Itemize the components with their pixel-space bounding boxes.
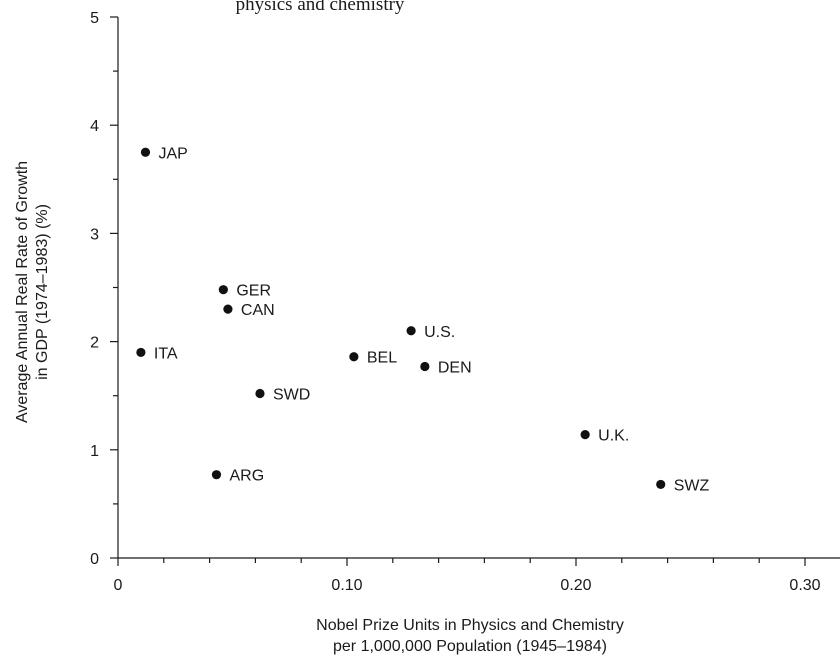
- y-tick-label: 4: [90, 118, 99, 135]
- x-tick-label: 0.10: [331, 577, 362, 594]
- y-tick-label: 0: [90, 551, 99, 568]
- y-axis-title-line-1: Average Annual Real Rate of Growth: [14, 161, 31, 423]
- data-point: SWZ: [656, 477, 710, 494]
- point-label: ARG: [229, 468, 264, 485]
- point-marker: [211, 470, 222, 480]
- point-marker: [656, 479, 666, 490]
- y-tick-label: 2: [90, 335, 99, 352]
- x-axis-ticks: 0 0.10 0.20 0.30: [114, 558, 821, 594]
- point-label: SWD: [273, 387, 310, 404]
- point-label: JAP: [158, 145, 187, 162]
- data-point: GER: [218, 283, 271, 300]
- data-point: U.K.: [580, 428, 629, 445]
- data-point: ITA: [136, 345, 178, 362]
- x-tick-label: 0.30: [789, 577, 820, 594]
- point-marker: [218, 285, 228, 295]
- y-tick-label: 3: [90, 226, 99, 243]
- point-label: GER: [236, 283, 271, 300]
- point-label: DEN: [438, 359, 472, 376]
- data-point: BEL: [349, 350, 397, 367]
- y-axis-ticks: 0 1 2 3 4 5: [90, 10, 118, 568]
- point-marker: [223, 304, 233, 314]
- x-tick-label: 0.20: [560, 577, 591, 594]
- x-axis-title-line-2: per 1,000,000 Population (1945–1984): [333, 638, 607, 655]
- point-marker: [255, 388, 265, 399]
- y-tick-label: 1: [90, 443, 99, 460]
- point-label: U.K.: [598, 428, 629, 445]
- point-label: SWZ: [674, 477, 710, 494]
- x-tick-label: 0: [114, 577, 123, 594]
- point-marker: [136, 347, 146, 358]
- data-points: JAP GER CAN ITA SWD ARG BEL U.S. DEN U.K. SWZ: [136, 145, 710, 494]
- point-marker: [406, 326, 416, 336]
- point-label: ITA: [154, 345, 178, 362]
- point-label: BEL: [367, 350, 397, 367]
- point-label: U.S.: [424, 324, 455, 341]
- point-label: CAN: [241, 302, 275, 319]
- data-point: DEN: [420, 359, 472, 376]
- data-point: U.S.: [406, 324, 455, 341]
- point-marker: [580, 430, 590, 440]
- y-axis-title-line-2: in GDP (1974–1983) (%): [34, 204, 51, 380]
- point-marker: [140, 147, 151, 157]
- data-point: JAP: [140, 145, 188, 162]
- x-axis-title-line-1: Nobel Prize Units in Physics and Chemist…: [316, 617, 624, 634]
- point-marker: [349, 352, 359, 362]
- data-point: CAN: [223, 302, 275, 319]
- chart-title: physics and chemistry: [236, 0, 405, 15]
- data-point: SWD: [255, 387, 310, 404]
- point-marker: [420, 361, 430, 372]
- data-point: ARG: [211, 468, 264, 485]
- y-tick-label: 5: [90, 10, 99, 27]
